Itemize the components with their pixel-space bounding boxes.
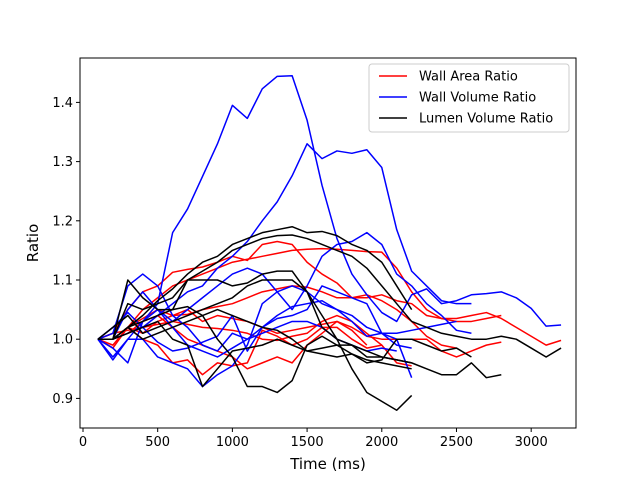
x-tick-label: 1500 (291, 435, 324, 450)
y-tick-label: 0.9 (52, 392, 73, 407)
series-line-20 (97, 320, 412, 388)
y-tick-label: 1.4 (52, 96, 73, 111)
x-tick-label: 1000 (216, 435, 249, 450)
series-line-5 (97, 314, 502, 370)
x-tick-label: 2000 (365, 435, 398, 450)
x-tick-label: 2500 (440, 435, 473, 450)
series-line-8 (97, 75, 562, 358)
x-tick-label: 3000 (515, 435, 548, 450)
x-axis-ticks: 0 500 1000 1500 2000 2500 3000 (79, 428, 548, 450)
y-axis-label: Ratio (24, 224, 42, 263)
legend-label: Wall Volume Ratio (419, 91, 536, 106)
legend-label: Wall Area Ratio (419, 70, 518, 85)
series-line-12 (97, 285, 412, 352)
series-line-6 (97, 326, 382, 376)
series-lines (97, 75, 562, 411)
series-line-15 (97, 225, 413, 340)
y-axis-ticks: 0.9 1.0 1.1 1.2 1.3 1.4 (52, 96, 80, 407)
series-line-16 (97, 234, 562, 358)
series-line-18 (97, 279, 413, 411)
series-line-17 (97, 270, 502, 379)
series-line-21 (97, 305, 412, 394)
x-tick-label: 0 (79, 435, 87, 450)
x-axis-label: Time (ms) (289, 455, 366, 473)
series-line-1 (97, 247, 502, 340)
legend-label: Lumen Volume Ratio (419, 112, 553, 127)
series-line-14 (97, 273, 457, 352)
axes-frame (79, 57, 577, 429)
legend: Wall Area Ratio Wall Volume Ratio Lumen Vo… (368, 63, 570, 133)
y-tick-label: 1.3 (52, 155, 73, 170)
legend-box (368, 63, 570, 133)
series-line-19 (97, 308, 472, 364)
y-tick-label: 1.2 (52, 214, 73, 229)
series-line-2 (97, 240, 562, 346)
y-tick-label: 1.0 (52, 333, 73, 348)
y-tick-label: 1.1 (52, 274, 73, 289)
x-tick-label: 500 (145, 435, 170, 450)
